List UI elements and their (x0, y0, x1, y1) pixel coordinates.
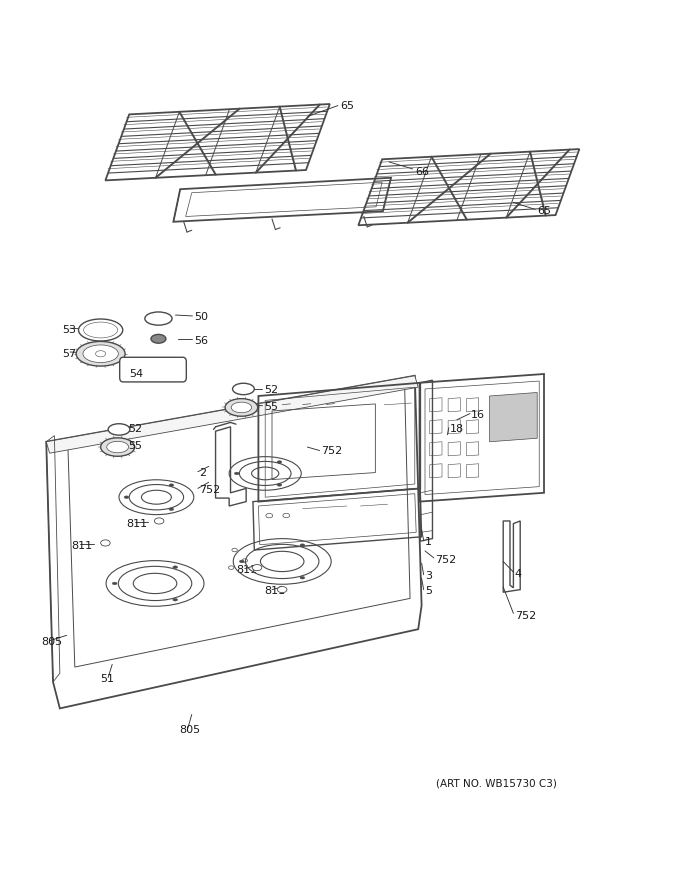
Text: 53: 53 (63, 325, 77, 335)
Text: 811: 811 (237, 565, 258, 576)
Ellipse shape (124, 496, 129, 498)
Text: 811: 811 (71, 540, 92, 551)
Ellipse shape (277, 586, 287, 593)
Ellipse shape (78, 319, 123, 341)
Text: 4: 4 (515, 568, 522, 579)
Ellipse shape (300, 576, 305, 579)
Text: 66: 66 (415, 166, 429, 177)
Text: 805: 805 (41, 637, 63, 648)
Ellipse shape (83, 345, 118, 363)
Text: 752: 752 (199, 485, 220, 495)
Text: 54: 54 (129, 369, 143, 379)
Text: 52: 52 (264, 385, 278, 395)
Ellipse shape (151, 334, 166, 343)
Text: 2: 2 (199, 467, 206, 478)
Ellipse shape (277, 484, 282, 487)
FancyBboxPatch shape (120, 357, 186, 382)
Text: 52: 52 (128, 423, 142, 434)
Text: 752: 752 (515, 611, 536, 621)
Ellipse shape (225, 399, 258, 416)
Ellipse shape (101, 438, 135, 457)
Ellipse shape (107, 442, 129, 453)
Ellipse shape (112, 583, 117, 584)
Ellipse shape (233, 384, 254, 395)
Text: 811: 811 (126, 518, 148, 529)
Polygon shape (46, 376, 418, 453)
Text: 55: 55 (264, 402, 278, 413)
Text: 3: 3 (425, 571, 432, 582)
Ellipse shape (277, 460, 282, 463)
Ellipse shape (108, 424, 130, 436)
Text: 65: 65 (340, 100, 354, 111)
Ellipse shape (76, 341, 125, 366)
Text: 51: 51 (100, 674, 114, 685)
Text: 65: 65 (537, 206, 551, 216)
Ellipse shape (231, 402, 252, 413)
Ellipse shape (145, 312, 172, 325)
Text: (ART NO. WB15730 C3): (ART NO. WB15730 C3) (436, 778, 557, 788)
Ellipse shape (235, 472, 239, 475)
Text: 752: 752 (321, 446, 342, 457)
Text: 50: 50 (194, 312, 208, 322)
Ellipse shape (173, 598, 177, 601)
Text: 56: 56 (194, 335, 208, 346)
Text: 18: 18 (450, 424, 464, 435)
Ellipse shape (300, 544, 305, 546)
Ellipse shape (252, 565, 262, 571)
Ellipse shape (154, 517, 164, 524)
Ellipse shape (101, 539, 110, 546)
Text: 57: 57 (63, 348, 77, 359)
Ellipse shape (169, 508, 174, 510)
Ellipse shape (169, 484, 174, 487)
Text: 811: 811 (264, 586, 285, 597)
Text: 1: 1 (425, 537, 432, 547)
Ellipse shape (239, 561, 244, 563)
Text: 752: 752 (435, 554, 456, 565)
Text: 16: 16 (471, 410, 486, 421)
Text: 5: 5 (425, 586, 432, 597)
Ellipse shape (173, 566, 177, 568)
Text: 805: 805 (180, 725, 201, 736)
Text: 55: 55 (128, 441, 142, 451)
Polygon shape (490, 392, 537, 442)
